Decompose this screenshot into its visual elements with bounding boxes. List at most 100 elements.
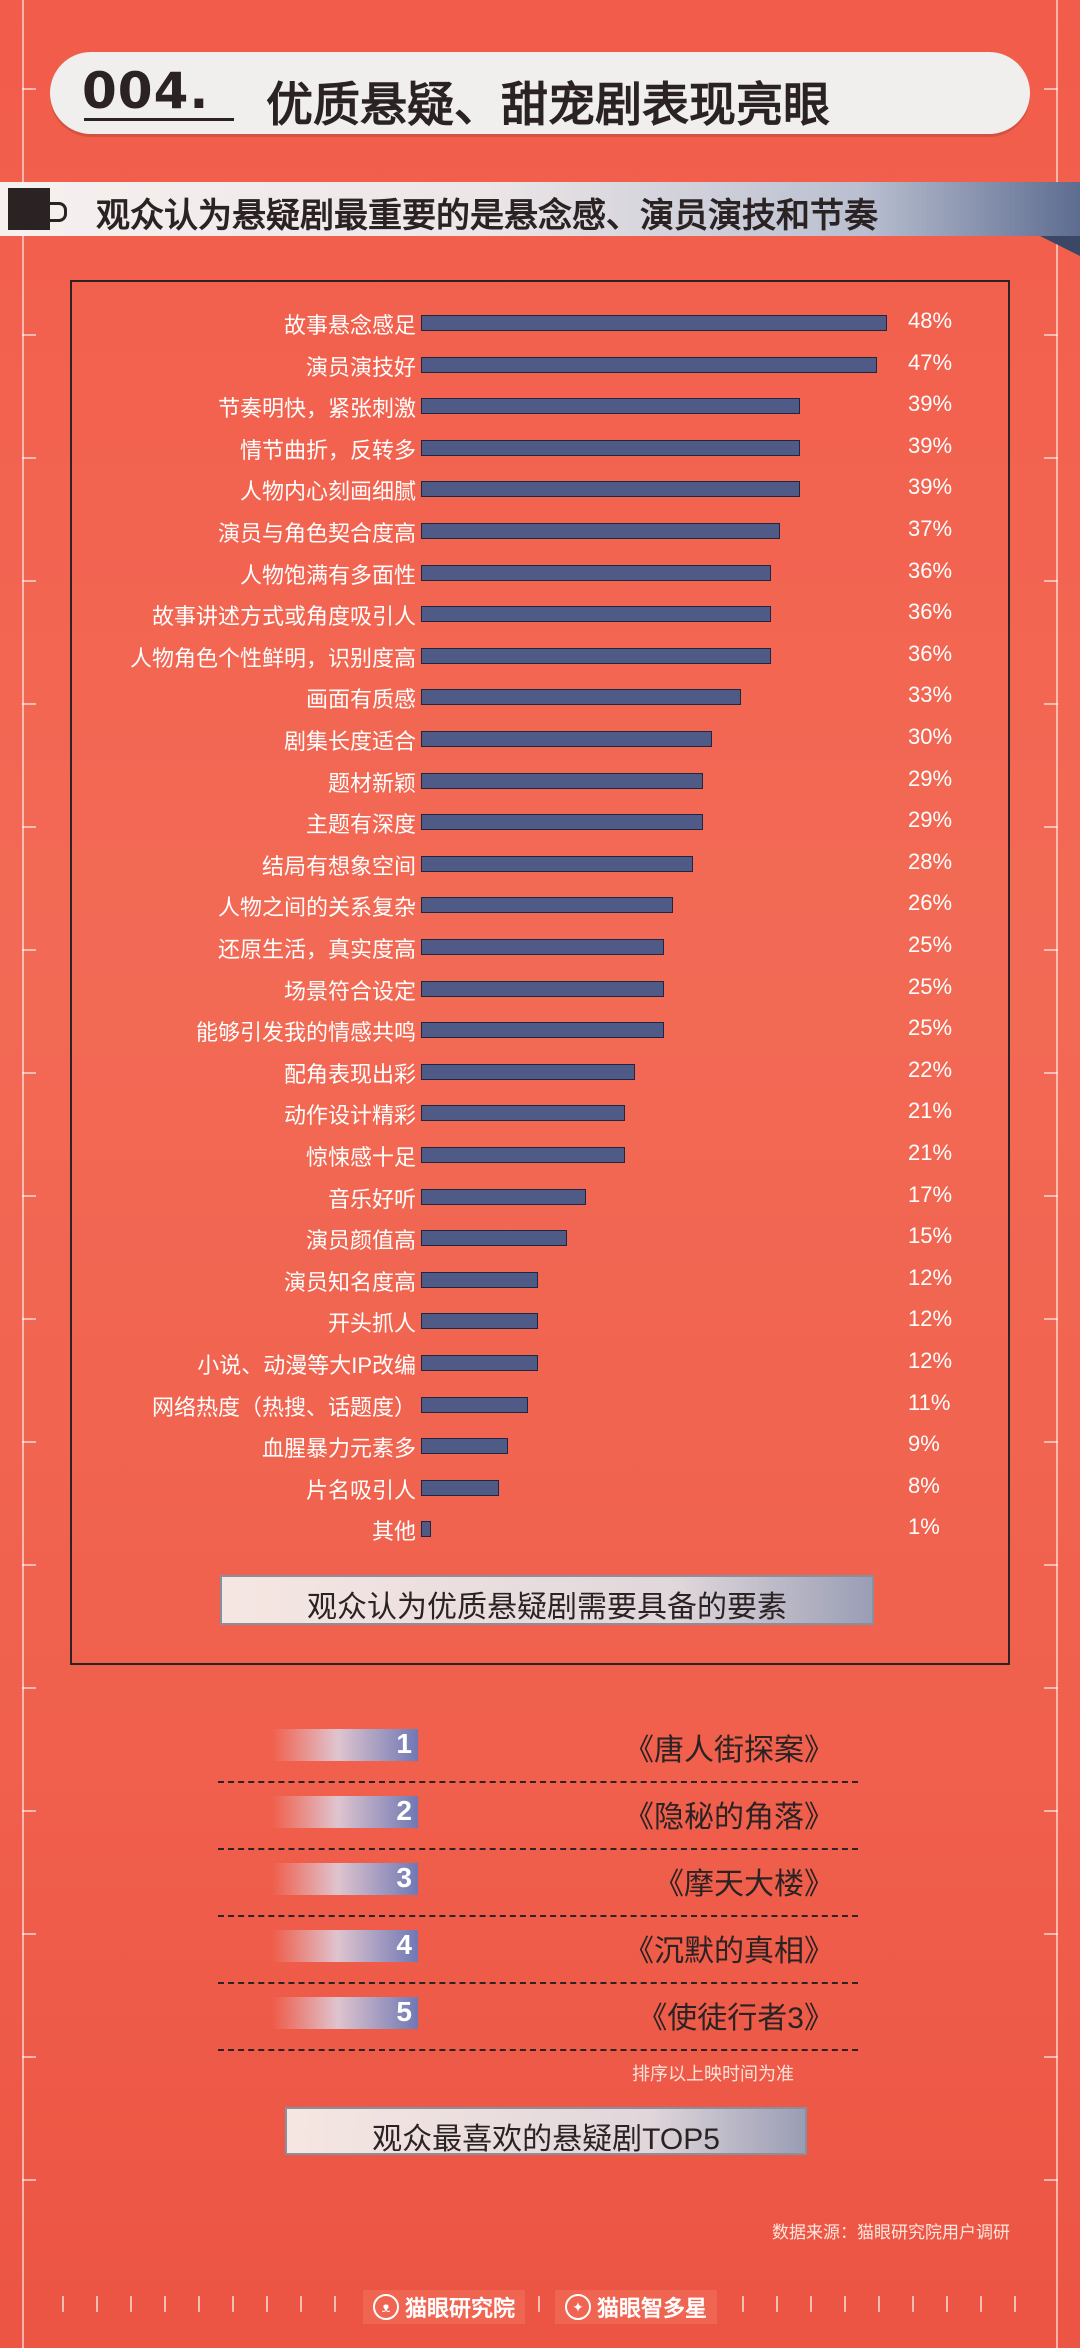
bar-row: 故事悬念感足 48% (72, 302, 1012, 344)
top5-note: 排序以上映时间为准 (632, 2064, 794, 2084)
drama-title: 《沉默的真相》 (624, 1935, 834, 1968)
bar-row: 节奏明快，紧张刺激 39% (72, 385, 1012, 427)
footer-ruler-tick (810, 2296, 812, 2312)
bar-row: 网络热度（热搜、话题度） 11% (72, 1384, 1012, 1426)
bar-value-label: 11% (908, 1389, 951, 1415)
ruler-tick (22, 1072, 36, 1074)
bar (421, 897, 674, 914)
bar-row: 画面有质感 33% (72, 676, 1012, 718)
bar-category-label: 演员知名度高 (283, 1269, 416, 1295)
bar-category-label: 音乐好听 (327, 1186, 416, 1212)
bar-value-label: 36% (908, 599, 953, 625)
bar-row: 场景符合设定 25% (72, 968, 1012, 1010)
bar (421, 689, 742, 706)
bar-row: 还原生活，真实度高 25% (72, 926, 1012, 968)
ruler-tick (1044, 1441, 1058, 1443)
bar (421, 1313, 538, 1330)
ruler-tick (1044, 1318, 1058, 1320)
bar-value-label: 21% (908, 1140, 953, 1165)
bar-category-label: 小说、动漫等大IP改编 (197, 1353, 416, 1378)
bar-value-label: 12% (908, 1264, 953, 1290)
bar-row: 剧集长度适合 30% (72, 718, 1012, 760)
ruler-tick (1044, 826, 1058, 828)
ruler-tick (22, 703, 36, 705)
bar-value-label: 33% (908, 682, 953, 708)
top5-item: 2 《隐秘的角落》 (218, 1784, 858, 1850)
footer-ruler-tick (164, 2296, 166, 2312)
chart-caption: 观众认为优质悬疑剧需要具备的要素 (220, 1575, 874, 1625)
bar-category-label: 惊悚感十足 (305, 1145, 416, 1170)
footer-ruler-tick (776, 2296, 778, 2312)
bar-value-label: 12% (908, 1306, 953, 1332)
bar-row: 题材新颖 29% (72, 760, 1012, 802)
bar-value-label: 39% (908, 474, 953, 500)
bar-category-label: 题材新颖 (327, 770, 416, 796)
bar (421, 1438, 509, 1455)
ruler-tick (22, 1441, 36, 1443)
drama-title: 《使徒行者3》 (637, 2002, 834, 2035)
bar-category-label: 能够引发我的情感共鸣 (195, 1020, 416, 1046)
ruler-tick (22, 1195, 36, 1197)
rank-number: 1 (396, 1728, 412, 1759)
title-banner: 004. 优质悬疑、甜宠剧表现亮眼 (50, 52, 1030, 134)
top5-caption: 观众最喜欢的悬疑剧TOP5 (285, 2107, 807, 2156)
ruler-tick (22, 1810, 36, 1812)
footer-ruler-tick (980, 2296, 982, 2312)
bar-row: 惊悚感十足 21% (72, 1134, 1012, 1176)
rank-number: 3 (396, 1862, 412, 1893)
bar-value-label: 36% (908, 640, 953, 666)
data-source: 数据来源：猫眼研究院用户调研 (772, 2223, 1010, 2242)
left-ruler (22, 0, 24, 2348)
bar-category-label: 画面有质感 (305, 687, 416, 713)
bar-row: 人物内心刻画细腻 39% (72, 468, 1012, 510)
rank-badge: 2 (272, 1795, 418, 1828)
footer-ruler-tick (96, 2296, 98, 2312)
bar-value-label: 9% (908, 1431, 940, 1457)
section-number-underline (84, 118, 234, 121)
bar-category-label: 节奏明快，紧张刺激 (217, 396, 416, 422)
right-ruler (1056, 0, 1058, 2348)
bar-row: 开头抓人 12% (72, 1300, 1012, 1342)
rank-badge: 5 (272, 1996, 418, 2029)
rank-badge: 3 (272, 1862, 418, 1895)
bar (421, 1105, 625, 1122)
ruler-tick (22, 1318, 36, 1320)
ruler-tick (1044, 1933, 1058, 1935)
bar (421, 439, 800, 456)
ruler-tick (22, 2056, 36, 2058)
bar-value-label: 39% (908, 391, 953, 417)
bar-value-label: 21% (908, 1098, 953, 1124)
ruler-tick (1044, 2179, 1058, 2181)
bar (421, 356, 878, 373)
bar (421, 1188, 587, 1205)
ruler-tick (22, 949, 36, 951)
section-number: 004. (82, 62, 210, 120)
bar-row: 其他 1% (72, 1508, 1012, 1550)
ruler-tick (22, 457, 36, 459)
bar-category-label: 结局有想象空间 (261, 853, 416, 879)
footer-ruler-tick (62, 2296, 64, 2312)
bar-row: 片名吸引人 8% (72, 1467, 1012, 1509)
ruler-tick (22, 334, 36, 336)
bar-row: 血腥暴力元素多 9% (72, 1425, 1012, 1467)
bar-value-label: 39% (908, 432, 953, 458)
bar-category-label: 还原生活，真实度高 (217, 937, 416, 962)
dashed-divider (218, 1915, 858, 1917)
bar (421, 1271, 538, 1288)
top5-item: 1 《唐人街探案》 (218, 1717, 858, 1783)
ruler-tick (22, 1933, 36, 1935)
bar-category-label: 其他 (371, 1519, 416, 1545)
top5-item: 3 《摩天大楼》 (218, 1851, 858, 1917)
ruler-tick (1044, 1687, 1058, 1689)
bar-value-label: 25% (908, 973, 953, 999)
bar-value-label: 15% (908, 1223, 953, 1249)
subtitle-square-icon (8, 188, 50, 230)
bar (421, 523, 781, 539)
top5-item: 5 《使徒行者3》 (218, 1985, 858, 2051)
bar (421, 939, 664, 955)
rank-number: 5 (396, 1996, 412, 2027)
bar (421, 814, 703, 831)
bar-category-label: 演员与角色契合度高 (217, 521, 416, 546)
brand1-text: 猫眼研究院 (404, 2296, 515, 2321)
bar-category-label: 情节曲折，反转多 (239, 437, 416, 463)
